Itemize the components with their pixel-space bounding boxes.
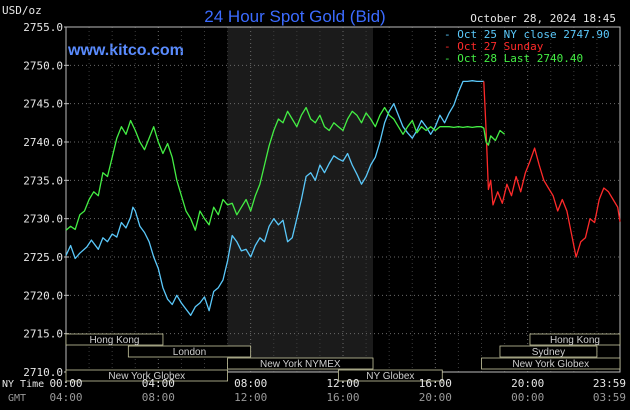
x-tick-labels: 00:0004:0004:0008:0008:0012:0012:0016:00… bbox=[49, 377, 626, 404]
y-tick-label: 2725.0 bbox=[23, 251, 63, 264]
x-tick-ny: 12:00 bbox=[326, 377, 359, 390]
x-tick-gmt: 03:59 bbox=[593, 391, 626, 404]
x-tick-ny: 20:00 bbox=[511, 377, 544, 390]
session-label: New York Globex bbox=[512, 359, 589, 370]
session-label: New York NYMEX bbox=[260, 359, 341, 370]
session-hong-kong: Hong Kong bbox=[65, 333, 164, 346]
session-label: New York Globex bbox=[108, 371, 185, 382]
y-tick-label: 2710.0 bbox=[23, 366, 63, 379]
session-hong-kong: Hong Kong bbox=[529, 333, 621, 346]
series-line-1 bbox=[483, 81, 621, 258]
trading-sessions: Hong Kong London New York NYMEX New York Gl… bbox=[65, 333, 621, 382]
x-tick-gmt: 16:00 bbox=[326, 391, 359, 404]
y-tick-label: 2730.0 bbox=[23, 213, 63, 226]
session-box bbox=[337, 369, 443, 382]
session-box bbox=[529, 333, 621, 346]
x-axis-ny-name: NY Time bbox=[2, 379, 44, 390]
session-label: NY Globex bbox=[366, 371, 414, 382]
y-tick-label: 2745.0 bbox=[23, 98, 63, 111]
session-ny-globex: NY Globex bbox=[337, 369, 443, 382]
session-box bbox=[65, 333, 164, 346]
session-label: Hong Kong bbox=[550, 335, 600, 346]
x-tick-gmt: 04:00 bbox=[49, 391, 82, 404]
session-label: Sydney bbox=[532, 347, 565, 358]
x-tick-gmt: 00:00 bbox=[511, 391, 544, 404]
y-tick-label: 2740.0 bbox=[23, 136, 63, 149]
chart-datetime: October 28, 2024 18:45 bbox=[470, 12, 616, 25]
y-tick-label: 2735.0 bbox=[23, 174, 63, 187]
session-box bbox=[65, 369, 228, 382]
legend-label-last: Oct 28 Last 2740.40 bbox=[457, 52, 583, 65]
session-box bbox=[127, 345, 252, 358]
session-new-york-nymex: New York NYMEX bbox=[227, 357, 374, 370]
chart-title: 24 Hour Spot Gold (Bid) bbox=[204, 7, 385, 26]
shaded-session-layer bbox=[227, 27, 374, 372]
legend-entry-sunday: - Oct 27 Sunday bbox=[444, 40, 544, 53]
x-tick-ny: 23:59 bbox=[593, 377, 626, 390]
series-layer bbox=[65, 80, 621, 316]
session-label: Hong Kong bbox=[89, 335, 139, 346]
legend-label-sunday: Oct 27 Sunday bbox=[457, 40, 543, 53]
y-tick-label: 2720.0 bbox=[23, 289, 63, 302]
x-tick-gmt: 08:00 bbox=[142, 391, 175, 404]
y-tick-labels: 2755.0 2750.0 2745.0 2740.0 2735.0 2730.0 2725… bbox=[23, 21, 69, 379]
session-box bbox=[481, 357, 621, 370]
session-london: London bbox=[127, 345, 252, 358]
shaded-session-band bbox=[227, 27, 374, 372]
session-box bbox=[499, 345, 598, 358]
legend: - Oct 25 NY close 2747.90 - Oct 27 Sunda… bbox=[444, 28, 610, 65]
legend-label-ny-close: Oct 25 NY close 2747.90 bbox=[457, 28, 609, 41]
site-brand: www.kitco.com bbox=[67, 42, 184, 59]
x-tick-ny: 04:00 bbox=[142, 377, 175, 390]
x-tick-gmt: 12:00 bbox=[234, 391, 267, 404]
y-unit-label: USD/oz bbox=[2, 4, 42, 17]
y-tick-label: 2755.0 bbox=[23, 21, 63, 34]
series-line-2 bbox=[65, 106, 506, 231]
session-label: London bbox=[173, 347, 206, 358]
session-sydney: Sydney bbox=[499, 345, 598, 358]
session-new-york-globex: New York Globex bbox=[481, 357, 621, 370]
x-tick-ny: 00:00 bbox=[49, 377, 82, 390]
x-tick-ny: 08:00 bbox=[234, 377, 267, 390]
x-tick-gmt: 20:00 bbox=[419, 391, 452, 404]
x-axis-gmt-name: GMT bbox=[8, 393, 26, 404]
legend-entry-last: - Oct 28 Last 2740.40 bbox=[444, 52, 583, 65]
session-new-york-globex: New York Globex bbox=[65, 369, 228, 382]
legend-entry-ny-close: - Oct 25 NY close 2747.90 bbox=[444, 28, 610, 41]
y-tick-label: 2750.0 bbox=[23, 59, 63, 72]
session-box bbox=[227, 357, 374, 370]
x-tick-ny: 16:00 bbox=[419, 377, 452, 390]
y-tick-label: 2715.0 bbox=[23, 328, 63, 341]
